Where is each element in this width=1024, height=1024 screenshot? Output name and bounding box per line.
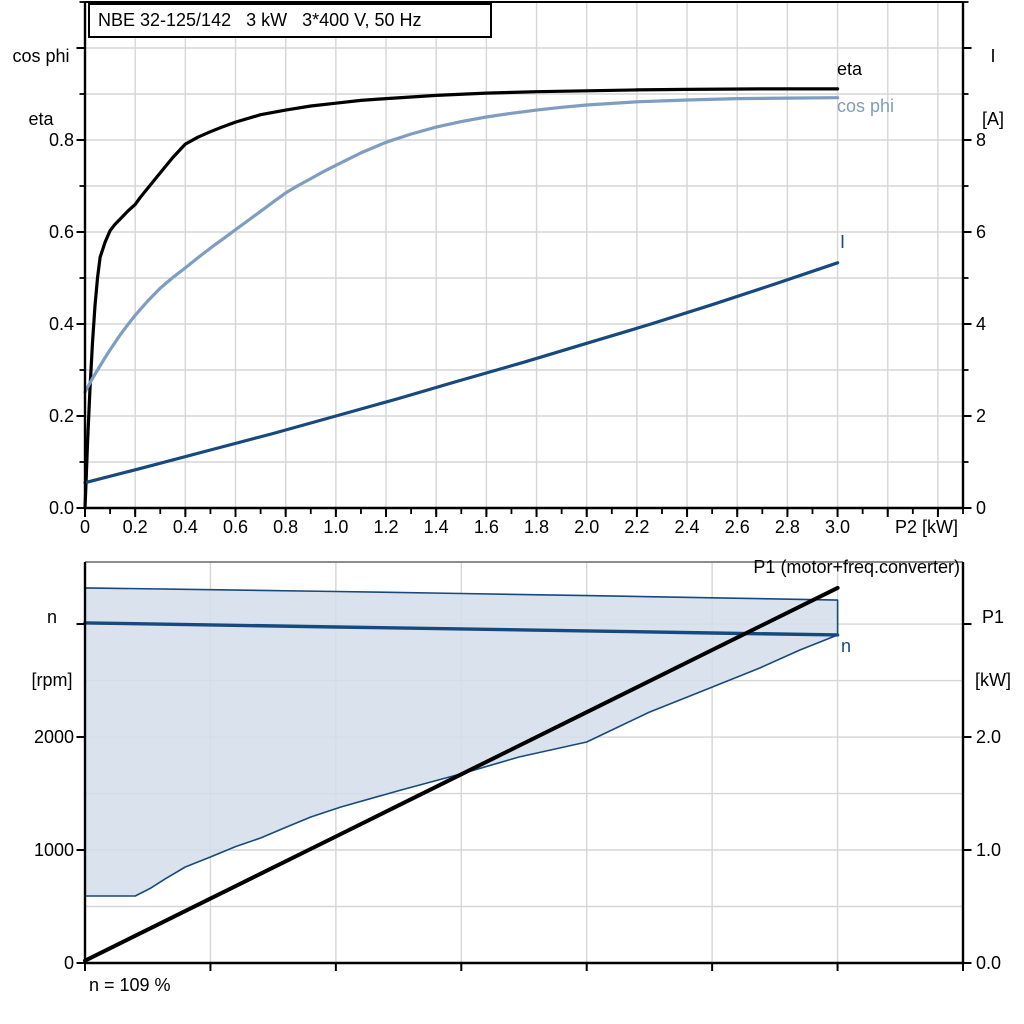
tick-label: 0.8 — [49, 130, 74, 150]
p1-axis-title: P1 — [981, 607, 1005, 627]
speed-annotation: n = 109 % — [89, 975, 171, 995]
operating-range-band — [84, 587, 839, 897]
tick-label: 1.0 — [976, 840, 1001, 860]
tick-label: 8 — [976, 130, 986, 150]
tick-label: 2.2 — [624, 517, 649, 537]
x-axis-unit-label: P2 [kW] — [895, 517, 958, 537]
top-left-axis-title: cos phi eta — [0, 4, 82, 151]
i-curve — [83, 261, 840, 485]
tick-label: 1.2 — [374, 517, 399, 537]
tick-label: 4 — [976, 314, 986, 334]
bottom-right-axis-title: P1 [kW] — [962, 565, 1024, 712]
eta-axis-title: eta — [28, 109, 54, 129]
tick-label: 2.0 — [976, 727, 1001, 747]
tick-label: 0.2 — [49, 406, 74, 426]
tick-label: 1000 — [34, 840, 74, 860]
tick-label: 0.6 — [223, 517, 248, 537]
tick-label: 0.2 — [123, 517, 148, 537]
tick-label: 2000 — [34, 727, 74, 747]
tick-label: 2.4 — [675, 517, 700, 537]
p1-curve — [83, 585, 840, 963]
chart-title-box: NBE 32-125/142 3 kW 3*400 V, 50 Hz — [88, 3, 492, 38]
n-curve — [83, 621, 840, 637]
p1-axis-unit: [kW] — [975, 670, 1011, 690]
tick-label: 6 — [976, 222, 986, 242]
cos-phi-curve — [83, 96, 840, 394]
current-axis-title: I — [990, 46, 996, 66]
tick-label: 0.4 — [49, 314, 74, 334]
tick-label: 0 — [80, 517, 90, 537]
tick-label: 1.0 — [323, 517, 348, 537]
tick-label: 1.4 — [424, 517, 449, 537]
tick-label: 0.0 — [976, 953, 1001, 973]
n-curve-label: n — [841, 636, 852, 656]
tick-label: 2.8 — [775, 517, 800, 537]
tick-label: 3.0 — [825, 517, 850, 537]
cosphi-axis-title: cos phi — [12, 46, 70, 66]
eta-curve-label: eta — [837, 59, 863, 79]
cosphi-curve-label: cos phi — [837, 96, 895, 116]
current-curve-label: I — [840, 232, 846, 252]
tick-label: 0.0 — [49, 498, 74, 518]
tick-label: 2.6 — [725, 517, 750, 537]
tick-label: 0 — [976, 498, 986, 518]
tick-label: 2.0 — [574, 517, 599, 537]
tick-label: 1.6 — [474, 517, 499, 537]
tick-label: 0 — [64, 953, 74, 973]
tick-label: 2 — [976, 406, 986, 426]
chart-title: NBE 32-125/142 3 kW 3*400 V, 50 Hz — [98, 10, 422, 30]
speed-axis-unit: [rpm] — [31, 670, 73, 690]
eta-curve — [83, 87, 840, 510]
top-right-axis-title: I [A] — [962, 4, 1024, 151]
tick-label: 0.8 — [273, 517, 298, 537]
tick-label: 1.8 — [524, 517, 549, 537]
p1-curve-label: P1 (motor+freq.converter) — [753, 557, 960, 577]
current-axis-unit: [A] — [981, 109, 1004, 129]
tick-label: 0.6 — [49, 222, 74, 242]
speed-axis-title: n — [46, 607, 57, 627]
bottom-left-axis-title: n [rpm] — [12, 565, 92, 712]
tick-label: 0.4 — [173, 517, 198, 537]
